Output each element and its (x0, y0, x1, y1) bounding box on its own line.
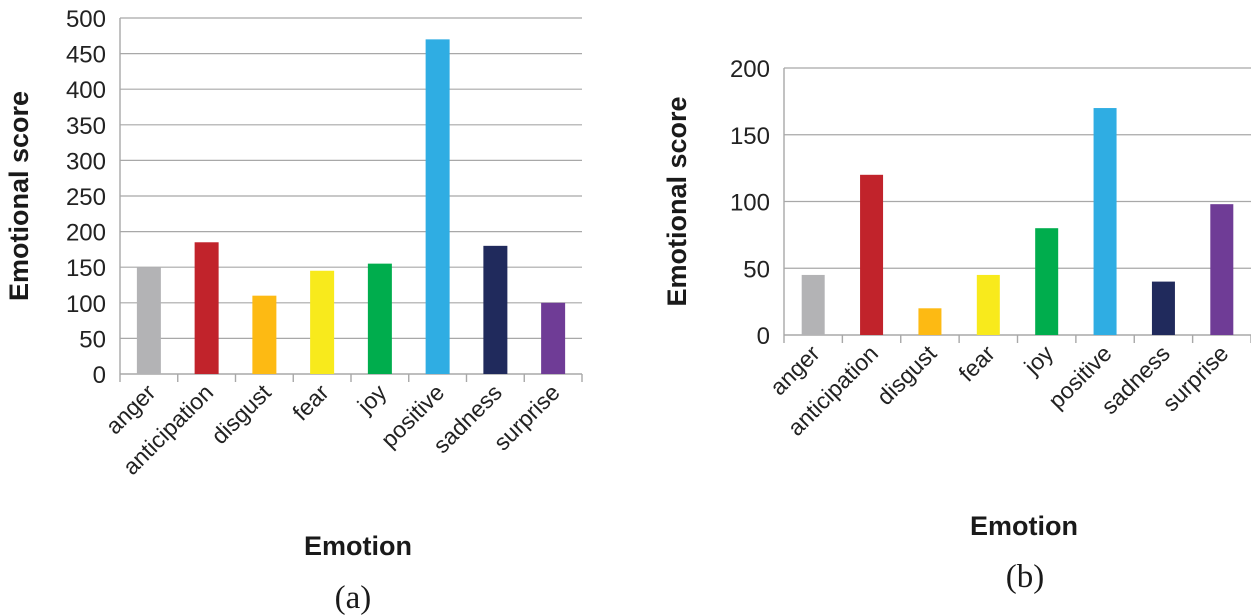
x-tick-label: fear (953, 340, 1000, 387)
bar-joy (1035, 228, 1059, 335)
x-tick-label: fear (287, 379, 334, 426)
bar-surprise (1210, 204, 1234, 335)
bar-surprise (541, 302, 566, 374)
bar-sadness (1151, 281, 1175, 335)
y-tick-label: 150 (66, 255, 106, 282)
y-axis-title: Emotional score (4, 91, 34, 301)
y-tick-label: 300 (66, 148, 106, 175)
bar-positive (425, 39, 450, 375)
y-tick-label: 50 (79, 326, 106, 353)
bar-anger (136, 267, 161, 374)
panel-label: (b) (1006, 559, 1044, 595)
x-tick-label: joy (352, 379, 392, 419)
bar-anticipation (860, 174, 884, 335)
x-tick-label: joy (1018, 340, 1058, 380)
bar-joy (367, 263, 392, 374)
y-tick-label: 250 (66, 184, 106, 211)
panel-label: (a) (335, 580, 372, 616)
chart-a: 050100150200250300350400450500angerantic… (4, 6, 583, 616)
x-axis-title: Emotion (304, 531, 412, 561)
x-tick-label: surprise (1157, 340, 1233, 416)
y-tick-label: 400 (66, 77, 106, 104)
y-tick-label: 200 (66, 220, 106, 247)
y-tick-label: 500 (66, 6, 106, 33)
y-axis-title: Emotional score (662, 96, 692, 306)
y-tick-label: 150 (730, 123, 770, 150)
y-tick-label: 100 (730, 190, 770, 217)
y-tick-label: 450 (66, 42, 106, 69)
y-tick-label: 350 (66, 113, 106, 140)
x-tick-label: disgust (872, 340, 942, 410)
bar-anger (801, 274, 825, 335)
x-tick-label: disgust (206, 379, 276, 449)
bar-fear (976, 274, 1000, 335)
bar-anticipation (194, 242, 219, 374)
bar-sadness (483, 245, 508, 374)
y-tick-label: 0 (757, 323, 770, 350)
bar-fear (310, 270, 335, 374)
y-tick-label: 100 (66, 291, 106, 318)
bar-positive (1093, 108, 1117, 335)
x-axis-title: Emotion (970, 511, 1078, 541)
bar-disgust (252, 295, 277, 374)
bar-disgust (918, 308, 942, 335)
y-tick-label: 200 (730, 56, 770, 83)
y-tick-label: 0 (93, 362, 106, 389)
y-tick-label: 50 (743, 256, 770, 283)
